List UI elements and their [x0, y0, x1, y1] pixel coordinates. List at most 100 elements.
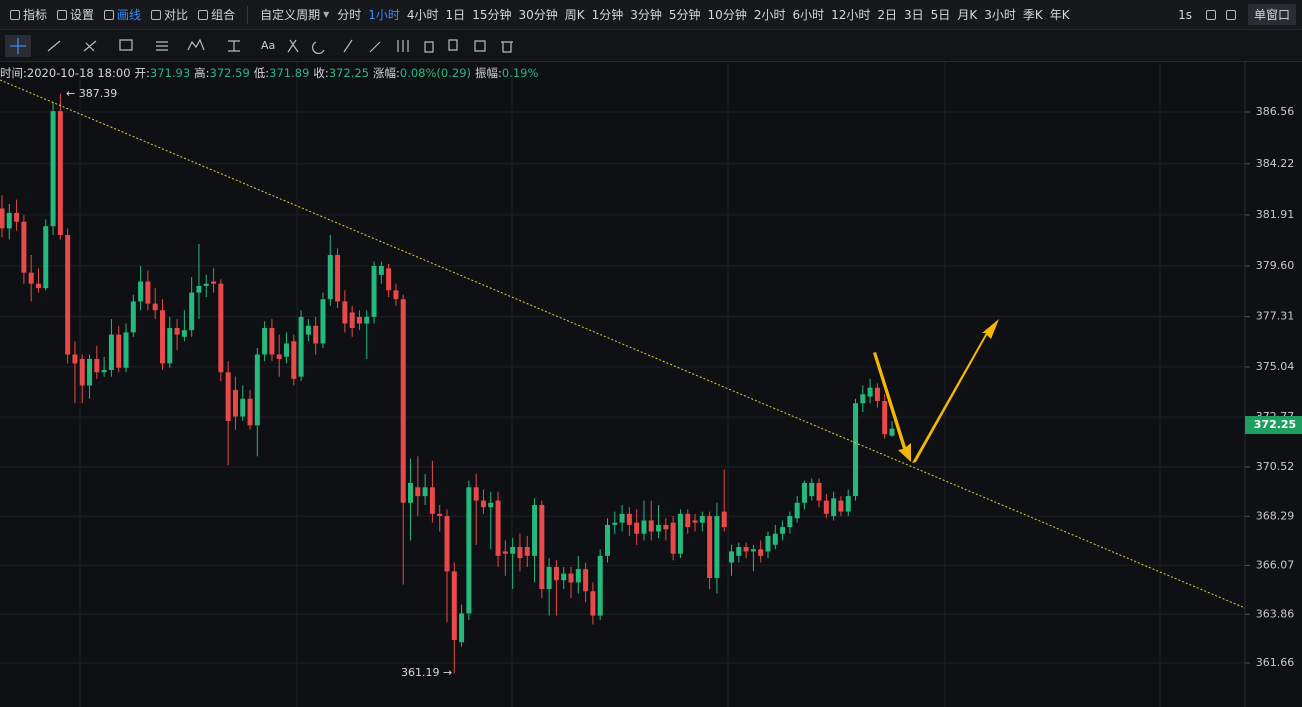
candle-body [597, 555, 603, 616]
candle-body [787, 516, 793, 528]
y-tick-label: 379.60 [1256, 259, 1295, 272]
candle-body [152, 303, 158, 311]
period-tab[interactable]: 分时 [337, 8, 362, 22]
candle-body [685, 513, 691, 528]
period-tab[interactable]: 周K [564, 8, 585, 22]
period-tab[interactable]: 5分钟 [668, 8, 701, 22]
text-tool[interactable]: Aa [261, 39, 275, 52]
info-label: 振幅: [475, 66, 502, 80]
period-tab[interactable]: 3分钟 [630, 8, 662, 22]
candle-body [510, 547, 516, 554]
candle-body [108, 334, 114, 371]
period-tab[interactable]: 30分钟 [518, 8, 558, 22]
candle-body [604, 524, 610, 556]
period-tab[interactable]: 1分钟 [591, 8, 624, 22]
candle-body [218, 283, 224, 373]
window-button[interactable]: 单窗口 [1247, 4, 1296, 25]
candle-body [393, 290, 399, 300]
candle-body [247, 398, 253, 426]
candle-body [225, 372, 231, 421]
candle-body [502, 551, 508, 554]
candle-body [145, 281, 151, 304]
tool-icon [104, 9, 115, 20]
candle-body [626, 513, 632, 525]
candle-body [707, 516, 713, 578]
crosshair-tool[interactable] [10, 38, 26, 54]
candle-body [889, 428, 895, 436]
tool-label[interactable]: 组合 [211, 8, 236, 22]
interval-button[interactable]: 1s [1178, 7, 1192, 22]
y-tick-label: 370.52 [1256, 460, 1295, 473]
fullscreen-icon[interactable] [1205, 9, 1216, 20]
tool-label[interactable]: 设置 [70, 8, 95, 22]
period-tab[interactable]: 3小时 [984, 8, 1016, 22]
period-tab[interactable]: 月K [957, 8, 978, 22]
info-label: 收: [313, 66, 329, 80]
candle-body [575, 569, 581, 583]
candle-body [831, 498, 837, 517]
candle-body [196, 285, 202, 293]
candle-body [284, 343, 290, 357]
period-tab[interactable]: 2小时 [753, 8, 786, 22]
period-menu-label[interactable]: 自定义周期 [260, 8, 321, 22]
period-tab[interactable]: 1日 [445, 8, 466, 22]
candle-body [298, 316, 304, 377]
period-tab[interactable]: 2日 [877, 8, 898, 22]
candle-body [743, 547, 749, 552]
more-tools[interactable] [287, 39, 513, 54]
period-tab[interactable]: 15分钟 [472, 8, 512, 22]
y-tick-label: 386.56 [1256, 105, 1295, 118]
period-tab[interactable]: 12小时 [831, 8, 871, 22]
period-tab[interactable]: 年K [1049, 8, 1070, 22]
info-item: 收:372.25 [313, 65, 369, 81]
period-tab[interactable]: 4小时 [406, 8, 439, 22]
info-item: 时间:2020-10-18 18:00 [0, 65, 131, 81]
candle-body [677, 513, 683, 554]
candle-body [860, 394, 866, 404]
period-tab[interactable]: 1小时 [368, 8, 400, 22]
candle-body [364, 316, 370, 324]
tool-button[interactable]: 对比 [151, 6, 188, 23]
period-tabs: 分时 1小时 4小时 1日 15分钟 30分钟 周K 1分钟 3分钟 5分钟 10分钟 2小时 6小时 1… [337, 6, 1069, 23]
line-tools[interactable] [47, 38, 240, 52]
candle-body [123, 332, 129, 368]
period-menu[interactable]: 自定义周期 ▼ [260, 8, 330, 22]
info-item: 振幅:0.19% [475, 65, 538, 81]
info-label: 时间: [0, 66, 27, 80]
tool-button[interactable]: 指标 [10, 6, 47, 23]
candle-body [72, 354, 78, 364]
tool-label[interactable]: 画线 [117, 8, 142, 22]
candle-body [181, 330, 187, 337]
tool-label[interactable]: 对比 [164, 8, 189, 22]
tool-button[interactable]: 画线 [104, 6, 141, 23]
tool-group: 指标 设置 画线 对比 组合 [10, 6, 235, 23]
candle-body [28, 272, 34, 284]
candle-body [0, 208, 5, 229]
period-tab[interactable]: 6小时 [792, 8, 825, 22]
period-tab[interactable]: 5日 [930, 8, 951, 22]
period-tab[interactable]: 季K [1022, 8, 1043, 22]
candle-body [269, 327, 275, 355]
candle-body [422, 487, 428, 497]
candle-body [371, 266, 377, 317]
drawing-tools: Aa [5, 35, 513, 57]
tool-button[interactable]: 设置 [57, 6, 94, 23]
period-tab[interactable]: 3日 [904, 8, 924, 22]
tool-label[interactable]: 指标 [23, 8, 48, 22]
tool-button[interactable]: 组合 [198, 6, 235, 23]
y-tick-label: 363.86 [1256, 607, 1295, 620]
candle-body [94, 358, 100, 373]
candle-body [159, 310, 165, 364]
candle-body [495, 500, 501, 556]
candle-body [780, 527, 786, 534]
period-tab[interactable]: 10分钟 [707, 8, 747, 22]
price-tag-bg [1245, 416, 1302, 434]
trend-line [0, 79, 1246, 609]
info-label: 高: [194, 66, 210, 80]
candle-body [750, 549, 756, 552]
candle-body [320, 299, 326, 344]
popout-icon[interactable] [1225, 9, 1236, 20]
candle-body [692, 520, 698, 523]
y-tick-label: 368.29 [1256, 509, 1295, 522]
